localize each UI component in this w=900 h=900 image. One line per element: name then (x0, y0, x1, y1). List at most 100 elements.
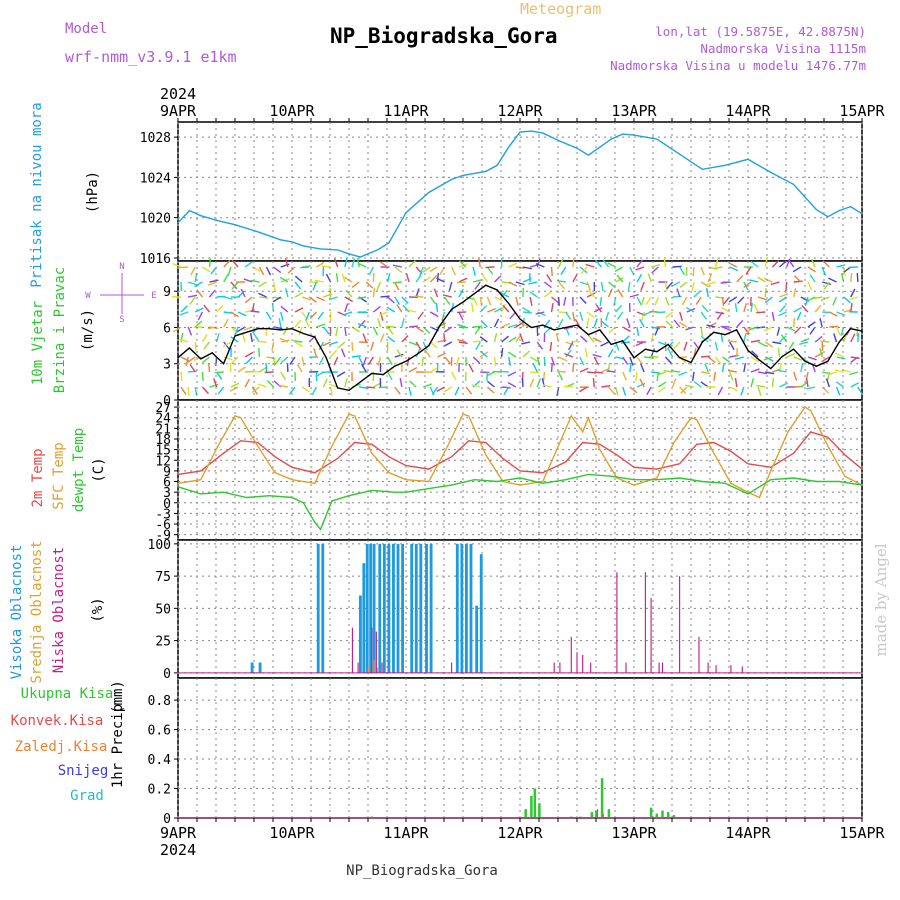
wind-arrow (521, 306, 531, 313)
data-point (758, 496, 761, 499)
wind-arrow (819, 348, 823, 358)
data-point (599, 146, 601, 148)
wind-arrow (772, 341, 782, 345)
data-point (485, 170, 487, 172)
wind-arrow (536, 341, 544, 350)
wind-arrow (593, 307, 603, 313)
wind-arrow (649, 355, 659, 358)
wind-arrow (487, 307, 496, 313)
wind-arrow (692, 266, 695, 277)
data-point (850, 328, 852, 330)
wind-arrow (720, 281, 730, 284)
wind-arrow (318, 341, 325, 351)
data-point (622, 340, 624, 342)
wind-arrow (645, 296, 652, 305)
wind-arrow (757, 371, 768, 375)
wind-arrow (486, 371, 495, 377)
wind-arrow (407, 309, 417, 313)
wind-arrow (793, 306, 802, 313)
wind-arrow (472, 279, 483, 283)
bar-srednja-oblacnost (367, 666, 369, 673)
data-point (245, 496, 247, 499)
wind-arrow (750, 302, 754, 313)
bar-visoka-oblacnost (365, 543, 369, 673)
wind-arrow (664, 281, 668, 291)
wind-arrow (607, 348, 614, 358)
wind-arrow (472, 356, 481, 364)
model-label: Model (65, 21, 107, 37)
data-point (599, 449, 601, 451)
y-tick-label: 0 (163, 667, 171, 682)
wind-arrow (443, 341, 453, 347)
wind-arrow (617, 311, 624, 320)
wind-arrow (679, 281, 688, 289)
data-point (337, 457, 339, 460)
wind-arrow (231, 259, 239, 268)
wind-arrow (237, 366, 246, 373)
wind-arrow (793, 280, 803, 283)
wind-arrow (586, 318, 590, 328)
wind-arrow (179, 338, 189, 343)
wind-arrow (494, 307, 503, 313)
wind-arrow (700, 311, 707, 320)
wind-arrow (436, 272, 439, 283)
data-point (319, 248, 322, 250)
wind-arrow (706, 288, 709, 298)
wind-arrow (592, 377, 595, 388)
data-point (274, 456, 276, 458)
wind-arrow (351, 355, 362, 358)
wind-arrow (693, 380, 702, 388)
wind-arrow (408, 260, 416, 268)
wind-arrow (749, 279, 759, 283)
bar-niska-oblacnost (730, 665, 732, 673)
bar-visoka-oblacnost (425, 543, 428, 673)
data-point (827, 436, 829, 438)
data-point (667, 343, 669, 345)
data-point (622, 133, 624, 135)
wind-arrow (550, 266, 553, 277)
data-point (576, 324, 578, 326)
wind-arrow (601, 385, 611, 388)
wind-arrow (443, 326, 453, 333)
wind-arrow (850, 288, 856, 298)
wind-arrow (722, 356, 731, 363)
bar-visoka-oblacnost (460, 543, 464, 673)
wind-arrow (223, 296, 233, 300)
bar-niska-oblacnost (625, 662, 627, 673)
wind-arrow (473, 325, 483, 328)
wind-arrow (487, 380, 495, 388)
data-point (177, 222, 179, 224)
data-point (291, 479, 293, 481)
wind-arrow (693, 290, 701, 298)
wind-arrow (592, 353, 602, 358)
wind-arrow (258, 347, 261, 358)
y-tick-label: -3 (155, 507, 171, 522)
bar-ukupna-kisa (649, 807, 653, 818)
compass-s: S (119, 315, 124, 325)
data-point (758, 486, 761, 488)
data-point (644, 348, 647, 350)
wind-arrow (727, 340, 737, 343)
wind-arrow (379, 333, 385, 343)
wind-arrow (826, 371, 831, 381)
data-point (633, 479, 635, 481)
wind-arrow (627, 281, 631, 291)
wind-arrow (429, 341, 438, 349)
wind-arrow (415, 326, 424, 333)
wind-arrow (486, 296, 492, 306)
wind-arrow (549, 341, 553, 352)
data-point (519, 131, 521, 133)
wind-arrow (743, 363, 747, 373)
wind-arrow (436, 386, 445, 393)
wind-arrow (441, 318, 446, 328)
bar-visoka-oblacnost (258, 662, 262, 673)
data-point (587, 417, 590, 419)
data-point (462, 174, 464, 176)
data-point (553, 329, 555, 331)
bar-visoka-oblacnost (250, 662, 254, 673)
wind-arrow (172, 262, 182, 268)
data-point (496, 480, 498, 483)
wind-arrow (667, 348, 674, 358)
data-point (451, 456, 453, 458)
data-point (559, 441, 561, 444)
